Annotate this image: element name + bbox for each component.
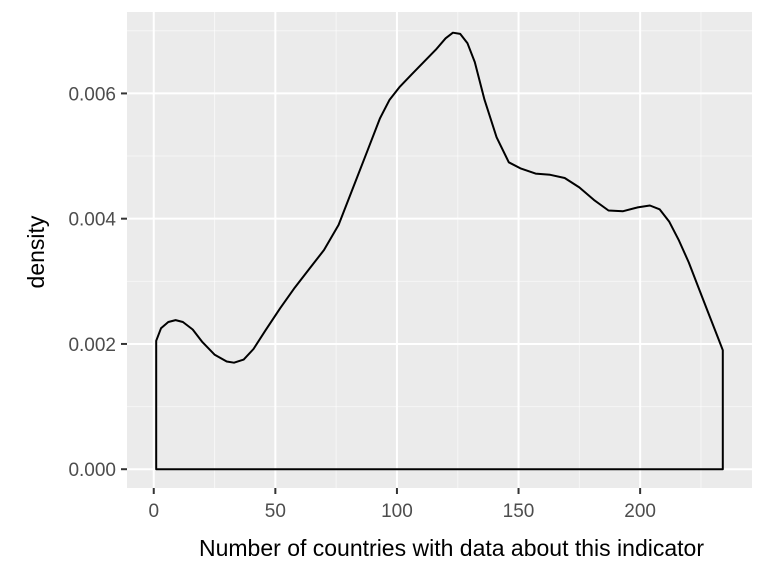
density-curve bbox=[155, 31, 724, 471]
y-tick-label: 0.002 bbox=[68, 335, 116, 356]
y-axis-tick-labels: 0.000 0.002 0.004 0.006 bbox=[68, 84, 116, 481]
x-tick-label: 100 bbox=[381, 501, 413, 522]
y-axis-title: density bbox=[23, 215, 49, 288]
x-tick-label: 0 bbox=[148, 501, 159, 522]
x-tick-label: 50 bbox=[265, 501, 286, 522]
x-tick-label: 150 bbox=[503, 501, 535, 522]
y-tick-label: 0.006 bbox=[68, 84, 116, 105]
x-axis-tick-labels: 0 50 100 150 200 bbox=[148, 501, 656, 522]
y-axis-ticks bbox=[121, 92, 127, 471]
minor-gridlines bbox=[127, 12, 752, 488]
x-axis-ticks bbox=[152, 488, 642, 494]
y-tick-label: 0.000 bbox=[68, 460, 116, 481]
plot-panel bbox=[127, 12, 752, 488]
x-tick-label: 200 bbox=[624, 501, 656, 522]
y-tick-label: 0.004 bbox=[68, 210, 116, 231]
x-axis-title: Number of countries with data about this… bbox=[199, 535, 704, 561]
